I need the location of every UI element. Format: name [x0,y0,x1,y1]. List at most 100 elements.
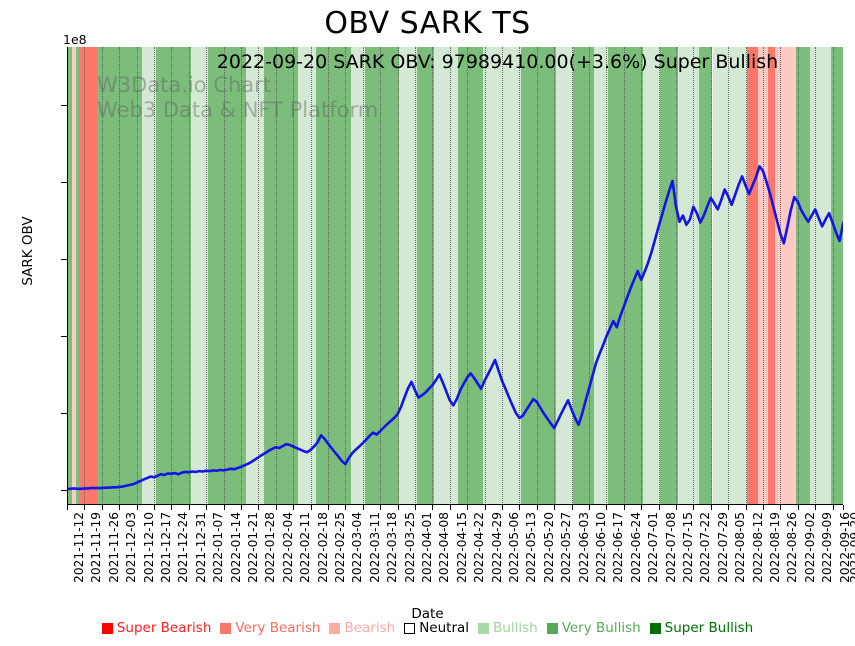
legend-item[interactable]: Super Bullish [649,620,754,636]
legend-item[interactable]: Super Bearish [101,620,211,636]
x-tick-mark [745,505,747,510]
x-tick-label: 2021-12-24 [176,512,191,583]
x-gridline [223,47,225,505]
x-tick-mark [797,505,799,510]
x-tick-label: 2022-05-27 [559,512,574,583]
regime-band [263,47,299,505]
page-title: OBV SARK TS [324,6,531,41]
x-tick-mark [728,505,730,510]
regime-band [768,47,776,505]
legend-label: Neutral [419,620,470,636]
x-tick-mark [310,505,312,510]
x-tick-label: 2022-03-18 [385,512,400,583]
x-tick-mark [345,505,347,510]
x-gridline [815,47,817,505]
plot-area: W3Data.io Chart Web3 Data & NFT Platform… [67,47,843,505]
x-tick-mark [467,505,469,510]
legend-swatch-icon [478,622,490,634]
legend-swatch-icon [546,622,558,634]
x-tick-mark [710,505,712,510]
x-tick-label: 2021-11-12 [72,512,86,583]
y-tick-mark [61,335,67,337]
x-tick-label: 2021-12-17 [158,512,173,583]
x-tick-label: 2022-03-11 [367,512,382,583]
x-gridline [693,47,695,505]
regime-band [698,47,713,505]
x-gridline [467,47,469,505]
regime-band [482,47,522,505]
legend-item[interactable]: Very Bullish [546,620,641,636]
regime-band [79,47,97,505]
x-gridline [136,47,138,505]
x-tick-label: 2022-04-15 [454,512,469,583]
x-gridline [571,47,573,505]
regime-band [399,47,417,505]
legend-item[interactable]: Bearish [329,620,395,636]
x-tick-label: 2022-09-20 [848,512,855,583]
x-axis-title: Date [411,606,444,622]
x-gridline [745,47,747,505]
x-gridline [293,47,295,505]
x-tick-label: 2022-02-18 [315,512,330,583]
x-gridline [84,47,86,505]
legend-item[interactable]: Bullish [478,620,538,636]
x-tick-mark [327,505,329,510]
x-tick-mark [815,505,817,510]
y-tick-mark [61,104,67,106]
regime-band [594,47,609,505]
x-tick-label: 2022-04-08 [437,512,452,583]
x-gridline [449,47,451,505]
x-gridline [519,47,521,505]
gridlines-layer [67,47,843,505]
y-tick-mark [61,258,67,260]
legend-swatch-icon [649,622,661,634]
regime-band [830,47,843,505]
x-gridline [327,47,329,505]
series-line-layer [67,47,843,505]
x-gridline [414,47,416,505]
x-tick-label: 2022-07-29 [715,512,730,583]
regime-band [555,47,574,505]
x-tick-mark [843,505,844,510]
legend-item[interactable]: Very Bearish [220,620,320,636]
x-gridline [675,47,677,505]
y-axis-title: SARK OBV [20,216,36,286]
legend-item[interactable]: Neutral [404,620,469,636]
x-tick-label: 2022-08-26 [785,512,800,583]
x-tick-mark [641,505,643,510]
x-tick-mark [293,505,295,510]
x-tick-label: 2022-07-15 [680,512,695,583]
legend-swatch-icon [404,622,416,634]
x-gridline [310,47,312,505]
legend-label: Very Bearish [235,620,321,636]
x-tick-mark [780,505,782,510]
x-tick-mark [623,505,625,510]
x-tick-label: 2022-06-03 [576,512,591,583]
legend-swatch-icon [220,622,232,634]
regime-band [72,47,76,505]
x-gridline [119,47,121,505]
x-gridline [588,47,590,505]
x-gridline [484,47,486,505]
x-tick-mark [414,505,416,510]
regime-band [434,47,459,505]
x-gridline [728,47,730,505]
x-gridline [153,47,155,505]
x-tick-mark [484,505,486,510]
x-tick-label: 2021-11-19 [89,512,104,583]
legend-label: Very Bullish [561,620,641,636]
regime-band [141,47,156,505]
x-tick-mark [206,505,208,510]
regime-band [608,47,643,505]
regime-band [747,47,758,505]
x-gridline [710,47,712,505]
x-tick-label: 2022-02-04 [280,512,295,583]
x-tick-label: 2022-04-22 [472,512,487,583]
x-tick-mark [171,505,173,510]
legend-label: Super Bullish [664,620,754,636]
x-tick-label: 2021-12-03 [124,512,139,583]
x-tick-label: 2022-01-21 [245,512,260,583]
series-line [67,165,843,491]
x-tick-mark [101,505,103,510]
regime-band [796,47,810,505]
